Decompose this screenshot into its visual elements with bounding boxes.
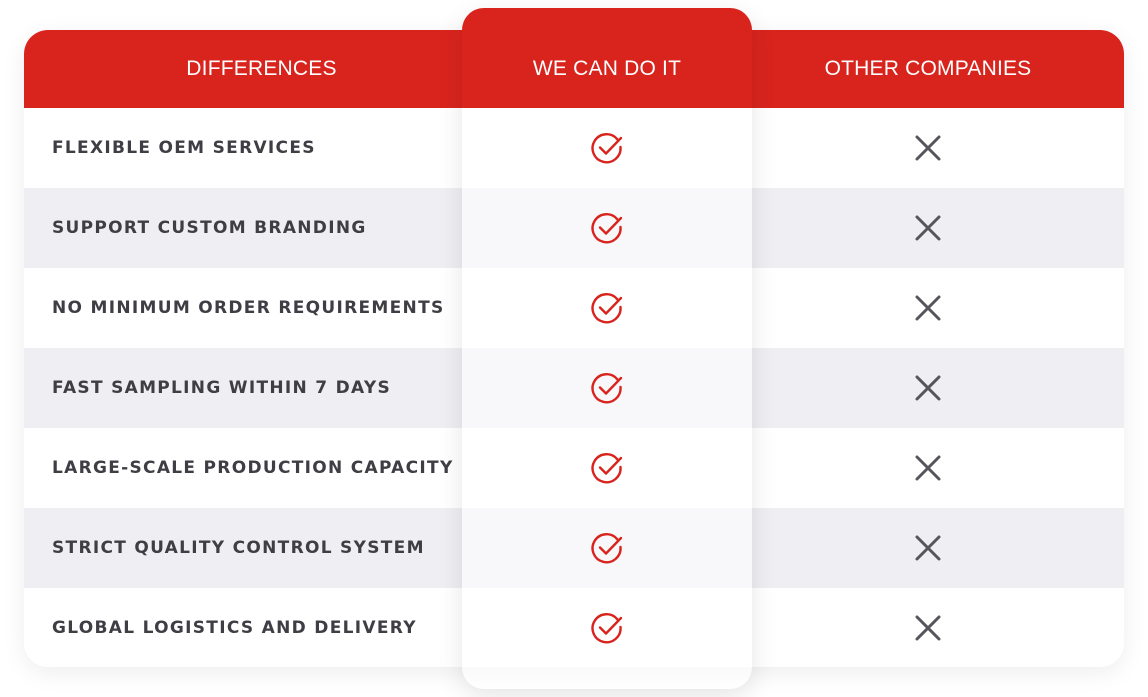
check-icon (591, 373, 623, 404)
check-icon (591, 213, 623, 244)
row-label: FLEXIBLE OEM SERVICES (52, 138, 316, 158)
x-icon (915, 295, 941, 321)
x-icon (915, 215, 941, 241)
header-differences: DIFFERENCES (186, 57, 337, 80)
x-icon (915, 375, 941, 401)
header-other-companies: OTHER COMPANIES (824, 57, 1032, 80)
highlight-header (462, 8, 752, 108)
header-we-can-do-it: WE CAN DO IT (532, 57, 682, 80)
row-label: LARGE-SCALE PRODUCTION CAPACITY (52, 458, 454, 478)
highlight-column-we-can-do-it: WE CAN DO IT (462, 8, 752, 689)
row-label: NO MINIMUM ORDER REQUIREMENTS (52, 298, 445, 318)
x-icon (915, 455, 941, 481)
row-label: FAST SAMPLING WITHIN 7 DAYS (52, 378, 392, 398)
x-icon (915, 535, 941, 561)
check-icon (591, 613, 623, 644)
check-icon (591, 533, 623, 564)
check-icon (591, 453, 623, 484)
x-icon (915, 135, 941, 161)
check-icon (591, 293, 623, 324)
row-label: SUPPORT CUSTOM BRANDING (52, 218, 367, 238)
row-label: STRICT QUALITY CONTROL SYSTEM (52, 538, 425, 558)
row-label: GLOBAL LOGISTICS AND DELIVERY (52, 618, 417, 638)
x-icon (915, 615, 941, 641)
check-icon (591, 133, 623, 164)
